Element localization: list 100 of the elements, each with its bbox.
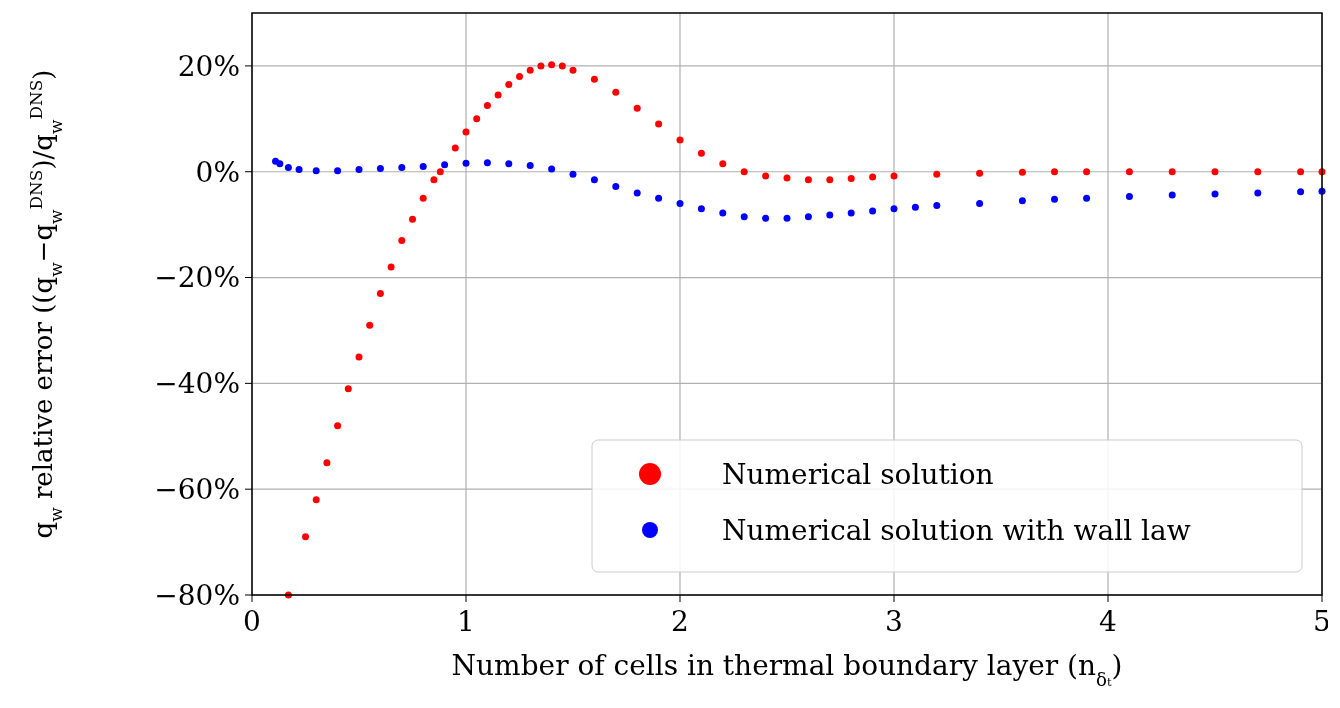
y-tick-label: −60%: [154, 472, 240, 506]
point: [590, 75, 598, 83]
point: [483, 159, 491, 167]
point: [783, 214, 791, 222]
point: [548, 61, 556, 69]
point: [933, 170, 941, 178]
point: [976, 169, 984, 177]
x-tick-label: 1: [457, 605, 475, 638]
point: [1051, 195, 1058, 203]
point: [1083, 168, 1091, 176]
point: [569, 66, 577, 74]
legend-label: Numerical solution: [722, 457, 994, 491]
point: [569, 170, 577, 178]
point: [1018, 197, 1026, 205]
point: [804, 213, 812, 221]
point: [676, 136, 684, 144]
point: [1125, 168, 1133, 176]
point: [1168, 168, 1176, 176]
point: [1211, 190, 1219, 198]
point: [697, 149, 705, 157]
point: [295, 166, 303, 174]
point: [462, 128, 470, 136]
point: [312, 167, 320, 175]
point: [612, 183, 620, 191]
point: [558, 62, 566, 70]
point: [334, 167, 342, 175]
point: [387, 263, 395, 271]
x-tick-label: 2: [671, 605, 689, 638]
point: [612, 88, 620, 96]
point: [344, 385, 352, 393]
point: [462, 159, 470, 167]
point: [869, 173, 877, 181]
point: [376, 289, 384, 297]
y-tick-label: 0%: [195, 155, 240, 189]
point: [890, 205, 898, 213]
point: [376, 165, 384, 173]
point: [505, 80, 513, 88]
y-tick-label: −40%: [154, 367, 240, 401]
point: [1297, 168, 1305, 176]
point: [494, 91, 502, 99]
point: [526, 161, 534, 169]
point: [676, 199, 684, 207]
point: [719, 209, 727, 217]
point: [436, 168, 444, 176]
x-tick-label: 5: [1313, 605, 1331, 638]
point: [505, 160, 513, 168]
point: [483, 102, 491, 110]
point: [633, 104, 641, 112]
point: [633, 189, 641, 197]
point: [1051, 168, 1058, 176]
point: [826, 211, 834, 219]
y-tick-label: −80%: [154, 578, 240, 612]
x-tick-label: 0: [243, 605, 261, 638]
point: [355, 353, 363, 361]
y-tick-label: −20%: [154, 261, 240, 295]
point: [430, 176, 438, 184]
point: [312, 496, 320, 504]
point: [526, 66, 534, 74]
point: [441, 161, 449, 169]
point: [933, 202, 941, 210]
point: [697, 205, 705, 213]
point: [409, 215, 416, 223]
point: [1254, 189, 1262, 197]
point: [398, 164, 406, 171]
point: [762, 214, 770, 222]
point: [1254, 168, 1262, 176]
point: [419, 162, 427, 170]
point: [740, 168, 748, 176]
x-tick-label: 3: [885, 605, 903, 638]
point: [548, 165, 556, 173]
x-tick-label: 4: [1099, 605, 1117, 638]
y-tick-label: 20%: [177, 49, 240, 83]
point: [719, 160, 727, 168]
point: [537, 62, 545, 70]
point: [323, 459, 331, 467]
point: [284, 164, 292, 171]
point: [783, 174, 791, 182]
point: [655, 194, 663, 202]
point: [1211, 168, 1219, 176]
point: [1168, 191, 1176, 199]
point: [366, 321, 374, 329]
x-axis-title: Number of cells in thermal boundary layer (n$_{δₜ}$): [451, 649, 1123, 690]
point: [590, 176, 598, 184]
point: [1297, 188, 1305, 196]
point: [655, 120, 663, 128]
point: [804, 176, 812, 184]
point: [1083, 194, 1091, 202]
point: [451, 144, 459, 152]
point: [355, 166, 363, 174]
point: [516, 72, 523, 80]
point: [976, 199, 984, 207]
point: [473, 115, 481, 123]
point: [740, 213, 748, 221]
point: [847, 175, 855, 183]
point: [419, 194, 427, 202]
point: [826, 176, 834, 184]
point: [890, 172, 898, 180]
point: [276, 160, 284, 168]
point: [911, 203, 919, 211]
point: [1125, 193, 1133, 201]
